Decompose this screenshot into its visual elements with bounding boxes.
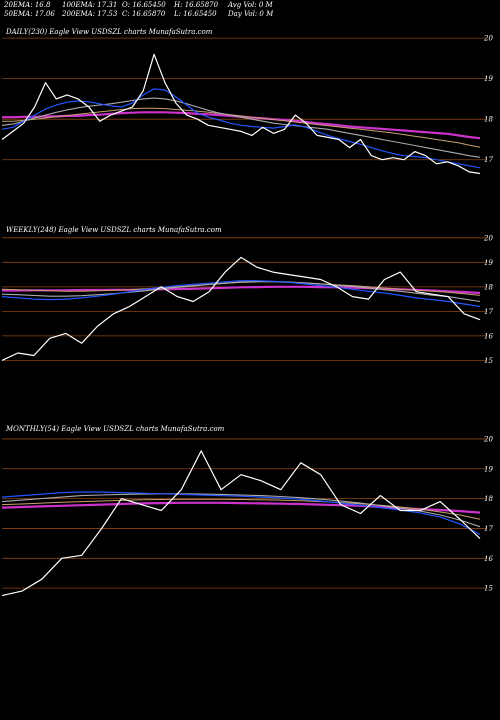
daily-tick-label-20: 20 <box>483 35 493 43</box>
monthly-tick-label-15: 15 <box>484 585 493 593</box>
weekly-tick-label-17: 17 <box>484 308 493 316</box>
weekly-tick-label-15: 15 <box>484 357 493 365</box>
daily-tick-label-18: 18 <box>484 116 493 124</box>
day-volume: Day Vol: 0 M <box>228 10 274 18</box>
monthly-chart-title: MONTHLY(54) Eagle View USDSZL charts Mun… <box>6 425 225 433</box>
avg-volume: Avg Vol: 0 M <box>228 1 273 9</box>
monthly-tick-label-18: 18 <box>484 495 493 503</box>
weekly-tick-label-16: 16 <box>484 332 493 340</box>
monthly-tick-label-17: 17 <box>484 525 493 533</box>
monthly-price-line <box>1 450 481 597</box>
weekly-chart-title: WEEKLY(248) Eagle View USDSZL charts Mun… <box>6 226 222 234</box>
daily-chart-title: DAILY(230) Eagle View USDSZL charts Muna… <box>6 28 213 36</box>
ema200-label: 200EMA: 17.53 <box>62 10 118 18</box>
open-price: O: 16.65450 <box>122 1 166 9</box>
monthly-ema100-line <box>1 498 481 520</box>
weekly-ema50-line <box>1 280 481 303</box>
daily-price-line <box>1 53 481 175</box>
daily-tick-label-19: 19 <box>484 75 493 83</box>
weekly-price-line <box>1 256 481 361</box>
close-price: C: 16.65870 <box>122 10 166 18</box>
monthly-tick-label-16: 16 <box>484 555 493 563</box>
weekly-tick-label-18: 18 <box>484 283 493 291</box>
daily-ema100-line <box>2 107 481 148</box>
monthly-tick-label-19: 19 <box>484 465 493 473</box>
high-price: H: 16.65870 <box>174 1 219 9</box>
daily-ema50-line <box>1 97 481 158</box>
weekly-tick-label-20: 20 <box>483 234 493 242</box>
monthly-ema50-line <box>1 493 481 528</box>
ema100-label: 100EMA: 17.31 <box>62 1 118 9</box>
weekly-tick-label-19: 19 <box>484 259 493 267</box>
daily-tick-label-17: 17 <box>484 156 493 164</box>
low-price: L: 16.65450 <box>174 10 217 18</box>
monthly-tick-label-20: 20 <box>483 435 493 443</box>
ema20-label: 20EMA: 16.8 <box>4 1 51 9</box>
weekly-ema20-line <box>1 280 481 308</box>
ema50-label: 50EMA: 17.06 <box>4 10 55 18</box>
